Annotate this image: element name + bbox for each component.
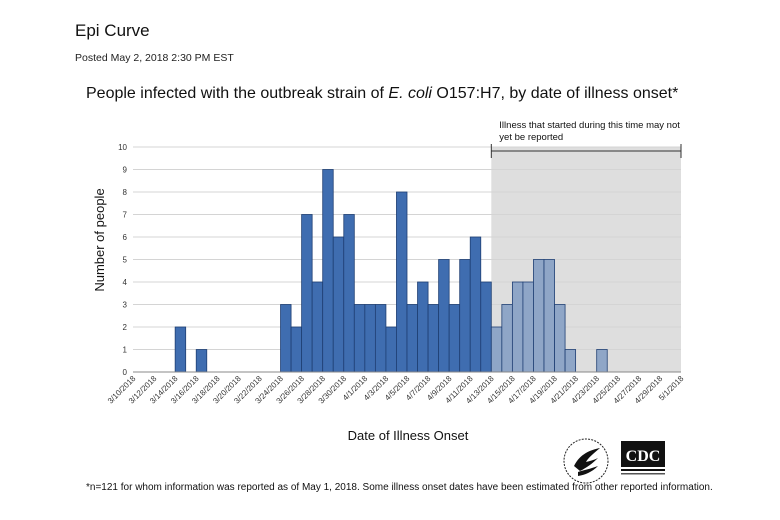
- annotation-text: yet be reported: [499, 132, 563, 143]
- bar: [396, 191, 408, 373]
- bar: [290, 326, 303, 373]
- y-tick-label: 7: [123, 211, 128, 220]
- hhs-logo: [563, 438, 609, 484]
- cdc-logo-text: CDC: [626, 448, 661, 465]
- bar: [195, 349, 208, 373]
- bar: [480, 281, 492, 373]
- bar: [501, 304, 513, 373]
- grid-layer: 0 1 2 3 4 5 6 7 8 9 10: [118, 143, 681, 377]
- y-tick-label: 9: [123, 166, 128, 175]
- y-tick-label: 4: [123, 278, 128, 287]
- axis-layer: 3/10/20183/12/20183/14/20183/16/20183/18…: [106, 371, 686, 406]
- y-tick-label: 10: [118, 143, 127, 152]
- bar: [554, 304, 566, 373]
- bar: [427, 304, 440, 373]
- bar: [311, 281, 324, 373]
- x-axis-label: Date of Illness Onset: [348, 428, 469, 443]
- annotation-text: Illness that started during this time ma…: [499, 120, 680, 131]
- bar: [322, 169, 334, 373]
- y-tick-label: 6: [123, 233, 128, 242]
- bar: [469, 236, 482, 373]
- chart-title: People infected with the outbreak strain…: [86, 85, 678, 103]
- page-title: Epi Curve: [75, 21, 150, 40]
- bar: [543, 259, 555, 373]
- bar: [522, 281, 534, 373]
- bar: [353, 304, 366, 373]
- bar: [364, 304, 376, 373]
- y-tick-label: 8: [123, 188, 128, 197]
- bar: [374, 304, 387, 373]
- y-tick-label: 2: [123, 323, 128, 332]
- chart-title-italic: E. coli: [388, 85, 432, 102]
- footnote: *n=121 for whom information was reported…: [86, 482, 713, 493]
- bar: [438, 259, 450, 373]
- bar: [174, 326, 187, 373]
- annotation-layer: Illness that started during this time ma…: [490, 120, 682, 158]
- bar: [459, 259, 471, 373]
- bar: [385, 326, 397, 373]
- bar: [280, 304, 292, 373]
- y-tick-label: 0: [123, 368, 128, 377]
- bar: [406, 304, 418, 373]
- y-axis-label: Number of people: [92, 188, 107, 291]
- bar: [301, 214, 313, 373]
- chart-title-suffix: O157:H7, by date of illness onset*: [431, 85, 679, 102]
- y-tick-label: 5: [123, 256, 128, 265]
- bar: [490, 326, 503, 373]
- bar: [417, 281, 429, 373]
- bar: [448, 304, 461, 373]
- y-tick-label: 1: [123, 346, 128, 355]
- y-tick-label: 3: [123, 301, 128, 310]
- posted-timestamp: Posted May 2, 2018 2:30 PM EST: [75, 52, 234, 64]
- bar: [533, 259, 545, 373]
- bar: [343, 214, 355, 373]
- bar-layer: [174, 169, 608, 373]
- bar: [596, 349, 608, 373]
- chart-title-prefix: People infected with the outbreak strain…: [86, 85, 389, 102]
- cdc-logo: CDC: [621, 441, 665, 475]
- bar: [511, 281, 524, 373]
- bar: [564, 349, 577, 373]
- bar: [332, 236, 345, 373]
